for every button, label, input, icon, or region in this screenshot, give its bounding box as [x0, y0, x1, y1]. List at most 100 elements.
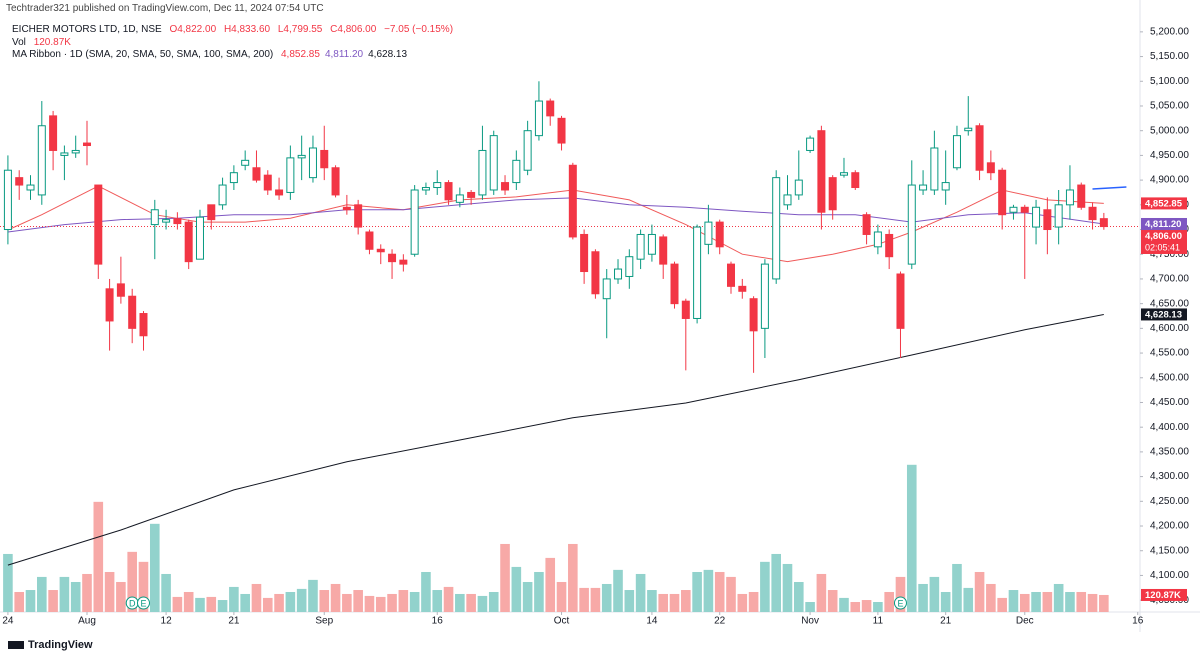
x-tick-label: 22	[714, 616, 726, 627]
y-tick-label: 4,350.00	[1150, 447, 1189, 458]
symbol-line: EICHER MOTORS LTD, 1D, NSE O4,822.00 H4,…	[12, 24, 458, 35]
symbol: EICHER MOTORS LTD, 1D, NSE	[12, 24, 162, 35]
candle-body	[636, 233, 645, 260]
y-tick-label: 4,250.00	[1150, 496, 1189, 507]
volume-bar	[274, 593, 284, 612]
candle-body	[399, 259, 408, 265]
y-tick-label: 5,050.00	[1150, 101, 1189, 112]
candle-body	[37, 125, 46, 196]
candle-body	[817, 130, 826, 213]
volume-bar	[624, 590, 635, 612]
volume-bar	[364, 595, 375, 612]
candle-body	[998, 169, 1007, 216]
candle-body	[195, 216, 204, 260]
ma-value: 4,811.20	[324, 49, 364, 60]
candle-body	[252, 167, 261, 181]
y-tick-label: 4,700.00	[1150, 274, 1189, 285]
volume-bar	[319, 590, 330, 612]
candle-body	[388, 253, 397, 263]
candle-body	[1009, 206, 1018, 213]
candle-body	[1077, 184, 1086, 208]
candle-body	[839, 172, 848, 176]
volume-bar	[703, 569, 714, 612]
candle-body	[82, 142, 91, 147]
volume-bar	[104, 571, 115, 612]
x-tick-label: Nov	[801, 616, 819, 627]
volume-bar	[568, 543, 578, 612]
y-tick-label: 4,100.00	[1150, 570, 1189, 581]
volume-bar	[14, 591, 25, 612]
candle-body	[376, 248, 385, 253]
candle-body	[693, 226, 702, 319]
candle-body	[772, 177, 781, 280]
ma-title: MA Ribbon · 1D (SMA, 20, SMA, 50, SMA, 1…	[12, 49, 274, 60]
volume-bar	[816, 573, 827, 612]
volume-bar	[229, 586, 239, 612]
volume-bar	[692, 571, 702, 612]
volume-bar	[421, 571, 431, 612]
volume-bar	[116, 581, 126, 612]
candle-body	[783, 194, 792, 206]
volume-bar	[726, 576, 736, 612]
candle-body	[297, 154, 306, 159]
moving-average	[1092, 186, 1127, 190]
candle-body	[964, 127, 973, 132]
volume-bar	[895, 576, 906, 612]
candle-body	[150, 209, 159, 226]
candle-body	[727, 263, 736, 287]
ma-value: 4,852.85	[281, 49, 320, 60]
x-tick-label: 12	[161, 616, 173, 627]
candle-body	[26, 184, 35, 191]
change: −7.05 (−0.15%)	[384, 24, 454, 35]
y-tick-label: 5,150.00	[1150, 51, 1189, 62]
volume-bar	[850, 601, 861, 612]
volume-bar	[93, 501, 104, 612]
volume-bar	[1053, 583, 1064, 612]
volume-bar	[873, 601, 883, 612]
volume-bar	[1099, 594, 1109, 612]
candle-body	[806, 137, 815, 151]
candle-body	[71, 149, 80, 154]
volume-bar	[545, 557, 556, 612]
price-label-box	[1141, 217, 1187, 230]
volume-bar	[997, 597, 1007, 612]
volume-bar	[952, 563, 962, 612]
volume-bar	[500, 543, 510, 612]
candle-body	[421, 187, 430, 191]
candle-body	[105, 288, 114, 322]
volume-bar	[782, 563, 793, 612]
candle-body	[919, 184, 928, 191]
y-tick-label: 4,600.00	[1150, 323, 1189, 334]
candle-body	[241, 159, 250, 166]
volume-bar	[601, 583, 612, 612]
candle-body	[173, 218, 182, 225]
y-tick-label: 4,750.00	[1150, 249, 1189, 260]
candle-body	[941, 182, 950, 191]
volume-bar	[387, 593, 397, 612]
y-tick-label: 4,650.00	[1150, 298, 1189, 309]
x-tick-label: 14	[646, 616, 658, 627]
candle-body	[614, 268, 623, 280]
candle-body	[433, 182, 442, 189]
volume-label: 120.87K	[1145, 590, 1181, 601]
volume-bar	[82, 573, 92, 612]
volume-bar	[1076, 591, 1087, 612]
event-marker	[136, 596, 150, 610]
volume-bar	[714, 571, 725, 612]
volume-title: Vol	[12, 37, 26, 48]
candle-body	[625, 256, 634, 277]
price-label: 4,852.85	[1145, 198, 1183, 209]
candle-body	[162, 219, 171, 223]
volume-bar	[647, 590, 657, 612]
volume-bar	[37, 576, 47, 612]
volume-bar	[1065, 591, 1075, 612]
volume-bar	[206, 596, 217, 612]
volume-bar	[511, 566, 522, 612]
volume-bar	[1087, 593, 1098, 612]
y-tick-label: 4,450.00	[1150, 397, 1189, 408]
candle-body	[1054, 204, 1063, 228]
x-tick-label: 21	[940, 616, 952, 627]
volume-bar	[172, 596, 183, 612]
volume-bar	[827, 590, 838, 612]
